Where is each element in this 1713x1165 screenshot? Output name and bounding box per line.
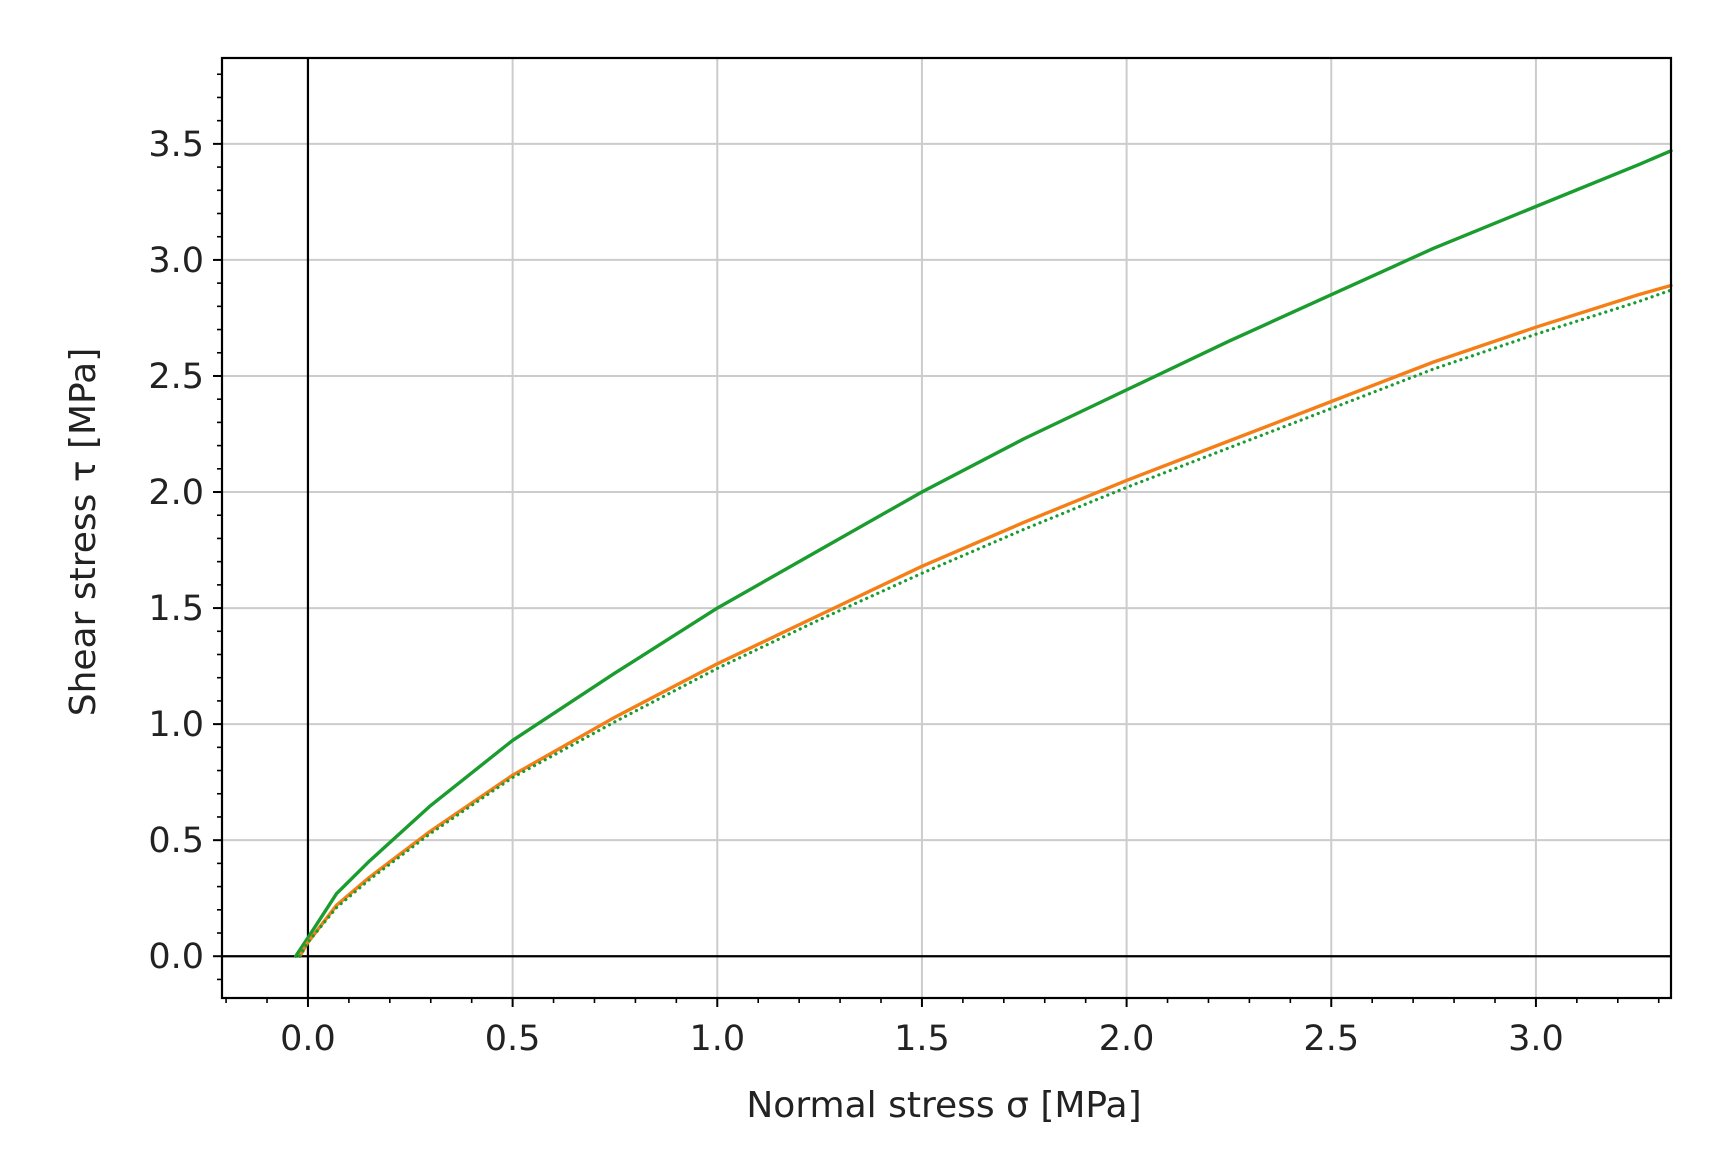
ticks: [213, 73, 1660, 1007]
x-axis-title: Normal stress σ [MPa]: [746, 1085, 1141, 1126]
y-tick-label: 2.0: [148, 473, 204, 513]
y-tick-label: 0.5: [148, 821, 204, 861]
y-tick-label: 1.0: [148, 705, 204, 745]
series-line-2: [298, 283, 1673, 958]
y-tick-label: 0.0: [148, 937, 204, 977]
grid: [222, 58, 1671, 998]
x-tick-label: 2.5: [1303, 1019, 1359, 1059]
x-tick-label: 0.0: [280, 1019, 336, 1059]
series-line-1: [294, 149, 1673, 958]
y-tick-label: 3.0: [148, 241, 204, 281]
zero-lines: [222, 58, 1671, 998]
x-tick-label: 3.0: [1508, 1019, 1564, 1059]
series-line-3: [298, 288, 1673, 958]
x-tick-label: 1.0: [689, 1019, 745, 1059]
y-tick-label: 2.5: [148, 357, 204, 397]
y-tick-label: 1.5: [148, 589, 204, 629]
x-tick-label: 1.5: [894, 1019, 950, 1059]
series-group: [294, 149, 1673, 958]
x-tick-label: 0.5: [485, 1019, 541, 1059]
plot-frame: [220, 56, 1673, 1000]
x-tick-label: 2.0: [1099, 1019, 1155, 1059]
y-axis-title: Shear stress τ [MPa]: [63, 348, 104, 717]
y-tick-label: 3.5: [148, 125, 204, 165]
tick-labels: 0.0 0.5 1.0 1.5 2.0 2.5 3.0 0.0 0.5 1.0 1.5 2.0 2.5 3…: [148, 125, 1563, 1059]
